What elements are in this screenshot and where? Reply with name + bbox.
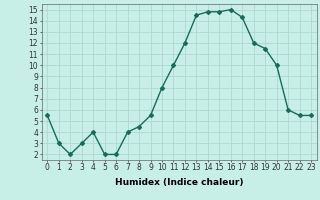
X-axis label: Humidex (Indice chaleur): Humidex (Indice chaleur) (115, 178, 244, 187)
